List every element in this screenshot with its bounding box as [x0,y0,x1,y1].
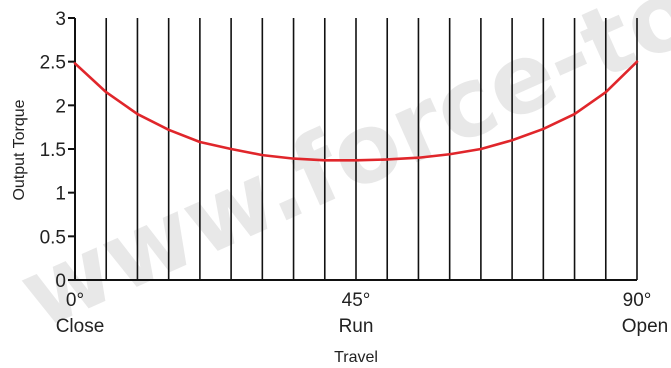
x-tick-label: 45° [342,290,371,311]
y-tick-label: 1 [55,184,66,205]
watermark-text: www.force-tor [4,0,671,351]
y-tick-label: 1.5 [40,140,66,161]
y-axis-label: Output Torque [11,99,28,200]
y-tick-label: 3 [55,9,66,30]
y-tick-label: 2.5 [40,53,66,74]
y-tick-label: 2 [55,96,66,117]
x-tick-sublabel: Open [622,316,668,337]
series-line-torque [73,60,639,162]
axes [68,17,637,281]
y-tick-label: 0 [55,271,66,292]
x-tick-label: 0° [66,290,84,311]
series-layer [73,60,639,162]
y-tick-label: 0.5 [40,227,66,248]
tick-labels: 0 0.5 1 1.5 2 2.5 3 0° Close 45° Run 90° Open [40,9,669,337]
x-tick-sublabel: Run [339,316,374,337]
x-tick-label: 90° [623,290,652,311]
x-axis-label: Travel [334,349,378,366]
x-tick-sublabel: Close [56,316,105,337]
